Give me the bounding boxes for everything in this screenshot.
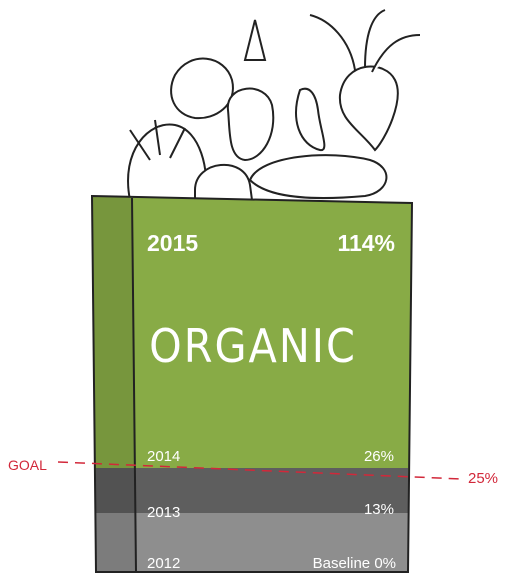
page: GOAL 25% 2015 114% ORGANIC 2014 26% 2013… [0, 0, 508, 583]
title: ORGANIC [149, 319, 357, 373]
bag-side [92, 196, 136, 572]
row-value: 13% [364, 501, 394, 518]
row-year: 2014 [147, 448, 180, 465]
goal-value: 25% [468, 470, 498, 487]
goal-label: GOAL [8, 457, 47, 473]
row-year: 2013 [147, 504, 180, 521]
header-year: 2015 [147, 230, 198, 256]
row-value: Baseline 0% [313, 555, 396, 572]
infographic: GOAL 25% 2015 114% ORGANIC 2014 26% 2013… [0, 0, 508, 583]
band-2013 [96, 468, 408, 513]
row-value: 26% [364, 448, 394, 465]
row-year: 2012 [147, 555, 180, 572]
header-value: 114% [337, 230, 395, 256]
vegetables [128, 10, 420, 200]
